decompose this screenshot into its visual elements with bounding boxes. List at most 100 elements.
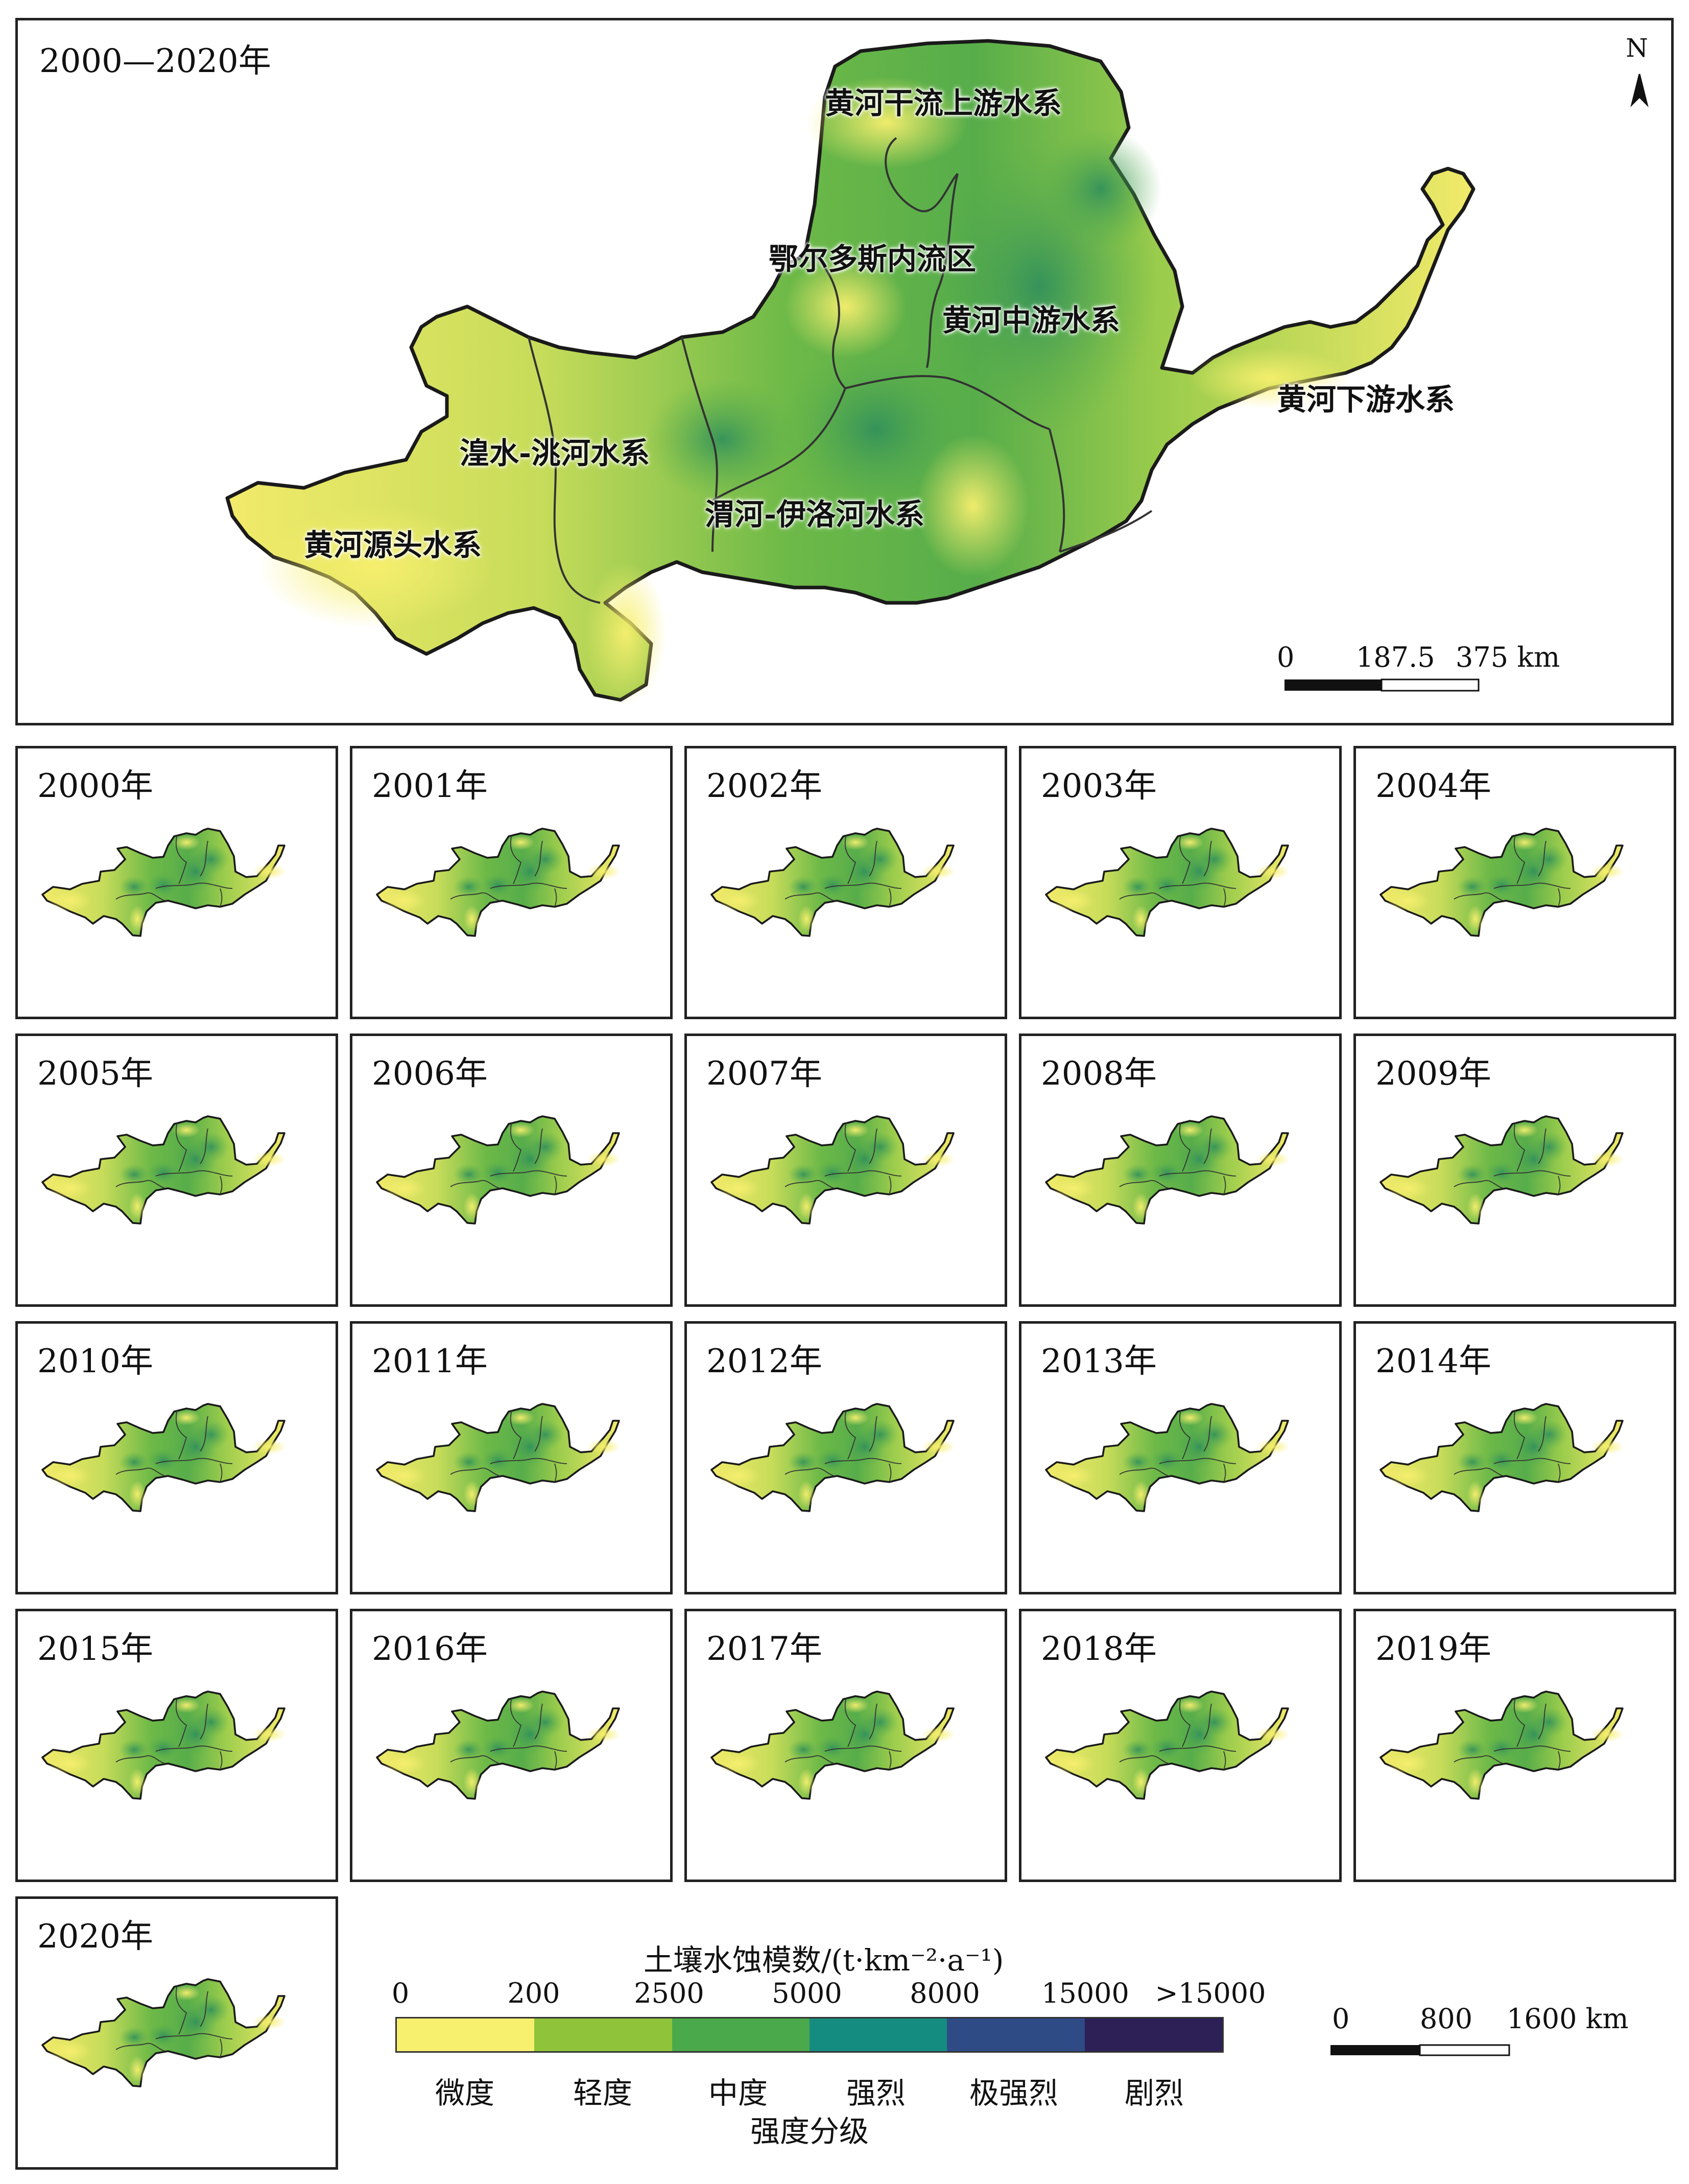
year-map-panel: 2017年 <box>684 1609 1007 1882</box>
legend-tick: 200 <box>507 1977 560 2009</box>
year-map-panel: 2004年 <box>1353 746 1676 1019</box>
year-map-title: 2011年 <box>372 1343 488 1380</box>
region-label-downstream: 黄河下游水系 <box>1277 382 1455 417</box>
year-map-panel: 2008年 <box>1019 1034 1342 1307</box>
year-map-panel: 2014年 <box>1353 1321 1676 1594</box>
year-basin-map <box>1379 1403 1625 1512</box>
low-erosion-area <box>804 77 968 169</box>
year-map-panel: 2013年 <box>1019 1321 1342 1594</box>
sub-basin-boundary <box>926 173 959 368</box>
year-map-panel: 2019年 <box>1353 1609 1676 1882</box>
year-map-panel: 2009年 <box>1353 1034 1676 1307</box>
legend-class-label: 轻度 <box>573 2076 633 2110</box>
year-map-panel: 2005年 <box>15 1034 338 1307</box>
scale-label-0: 0 <box>1277 641 1295 673</box>
yellow-river-basin-map <box>225 39 1649 705</box>
sub-basin-boundary <box>1049 429 1065 552</box>
year-basin-map <box>710 1690 956 1800</box>
scale-bar-segment-light <box>1381 678 1480 692</box>
year-map-title: 2018年 <box>1041 1630 1157 1668</box>
main-map-title: 2000—2020年 <box>39 42 271 80</box>
small-scale-label-max: 1600 km <box>1507 2003 1629 2035</box>
year-map-panel: 2018年 <box>1019 1609 1342 1882</box>
region-label-midstream: 黄河中游水系 <box>942 303 1121 338</box>
year-map-title: 2007年 <box>706 1055 822 1093</box>
legend-swatch-severe <box>1084 2018 1222 2051</box>
legend-tick: 2500 <box>634 1977 704 2009</box>
year-map-title: 2008年 <box>1041 1055 1157 1093</box>
year-map-panel: 2003年 <box>1019 746 1342 1019</box>
legend-class-label: 强烈 <box>846 2076 906 2110</box>
year-basin-map <box>41 1115 287 1225</box>
year-map-panel: 2016年 <box>350 1609 673 1882</box>
year-basin-map <box>710 828 956 937</box>
region-label-ordos: 鄂尔多斯内流区 <box>769 242 977 276</box>
low-erosion-area <box>258 506 493 628</box>
region-label-upstream: 黄河干流上游水系 <box>825 86 1062 121</box>
sub-basin-boundary <box>814 254 846 389</box>
year-basin-map <box>376 1403 622 1512</box>
legend-swatch-moderate <box>672 2018 810 2051</box>
erosion-hotspot <box>1039 128 1162 250</box>
small-scale-bar <box>1330 2044 1510 2056</box>
sub-basin-boundary <box>528 337 601 604</box>
year-map-panel: 2020年 <box>15 1896 338 2170</box>
year-map-panel: 2012年 <box>684 1321 1007 1594</box>
year-basin-map <box>710 1403 956 1512</box>
legend-tick: >15000 <box>1155 1977 1266 2009</box>
year-basin-map <box>710 1115 956 1225</box>
year-map-title: 2005年 <box>37 1055 153 1093</box>
small-scale-label-mid: 800 <box>1420 2003 1473 2035</box>
legend-tick: 5000 <box>772 1977 842 2009</box>
year-basin-map <box>376 1690 622 1800</box>
sub-basin-boundary <box>885 137 959 213</box>
legend-title: 土壤水蚀模数/(t·km⁻²·a⁻¹) <box>644 1943 1004 1978</box>
small-scale-label-0: 0 <box>1332 2003 1350 2035</box>
year-map-panel: 2011年 <box>350 1321 673 1594</box>
legend-class-label: 极强烈 <box>969 2076 1059 2110</box>
year-map-title: 2012年 <box>706 1343 822 1380</box>
year-map-title: 2020年 <box>37 1918 153 1956</box>
erosion-hotspot <box>646 378 799 501</box>
year-map-title: 2010年 <box>37 1343 153 1380</box>
year-map-panel: 2015年 <box>15 1609 338 1882</box>
legend-tick: 8000 <box>910 1977 980 2009</box>
year-map-title: 2003年 <box>1041 767 1157 805</box>
legend-class-label: 微度 <box>435 2076 495 2110</box>
scale-label-max: 375 km <box>1456 641 1560 673</box>
low-erosion-area <box>585 562 667 705</box>
year-basin-map <box>1045 1115 1291 1225</box>
scale-label-mid: 187.5 <box>1356 641 1435 673</box>
year-map-title: 2017年 <box>706 1630 822 1668</box>
year-map-panel: 2001年 <box>350 746 673 1019</box>
year-basin-map <box>41 828 287 937</box>
scale-bar-segment-dark <box>1284 679 1382 691</box>
year-basin-map <box>41 1690 287 1800</box>
year-basin-map <box>376 1115 622 1225</box>
year-basin-map <box>1379 1115 1625 1225</box>
legend-swatch-very-intense <box>947 2018 1085 2051</box>
year-map-title: 2006年 <box>372 1055 488 1093</box>
legend-footer: 强度分级 <box>750 2114 869 2149</box>
year-map-title: 2009年 <box>1375 1055 1491 1093</box>
year-basin-map <box>41 1978 287 2087</box>
year-basin-map <box>1379 828 1625 937</box>
legend-tick: 0 <box>391 1977 410 2009</box>
region-label-huangshui: 湟水-洮河水系 <box>460 436 650 471</box>
year-basin-map <box>1379 1690 1625 1800</box>
legend-swatch-light <box>534 2018 672 2051</box>
year-map-panel: 2002年 <box>684 746 1007 1019</box>
year-basin-map <box>41 1403 287 1512</box>
low-erosion-area <box>784 255 907 358</box>
legend-class-label: 剧烈 <box>1124 2076 1184 2110</box>
year-map-panel: 2007年 <box>684 1034 1007 1307</box>
year-basin-map <box>376 828 622 937</box>
sub-basin-boundary <box>711 375 1050 502</box>
low-erosion-area <box>1187 347 1351 409</box>
year-map-title: 2016年 <box>372 1630 488 1668</box>
year-map-title: 2013年 <box>1041 1343 1157 1380</box>
legend-class-label: 中度 <box>708 2076 768 2110</box>
north-label: N <box>1626 33 1648 63</box>
legend-swatch-intense <box>809 2018 947 2051</box>
year-map-panel: 2000年 <box>15 746 338 1019</box>
